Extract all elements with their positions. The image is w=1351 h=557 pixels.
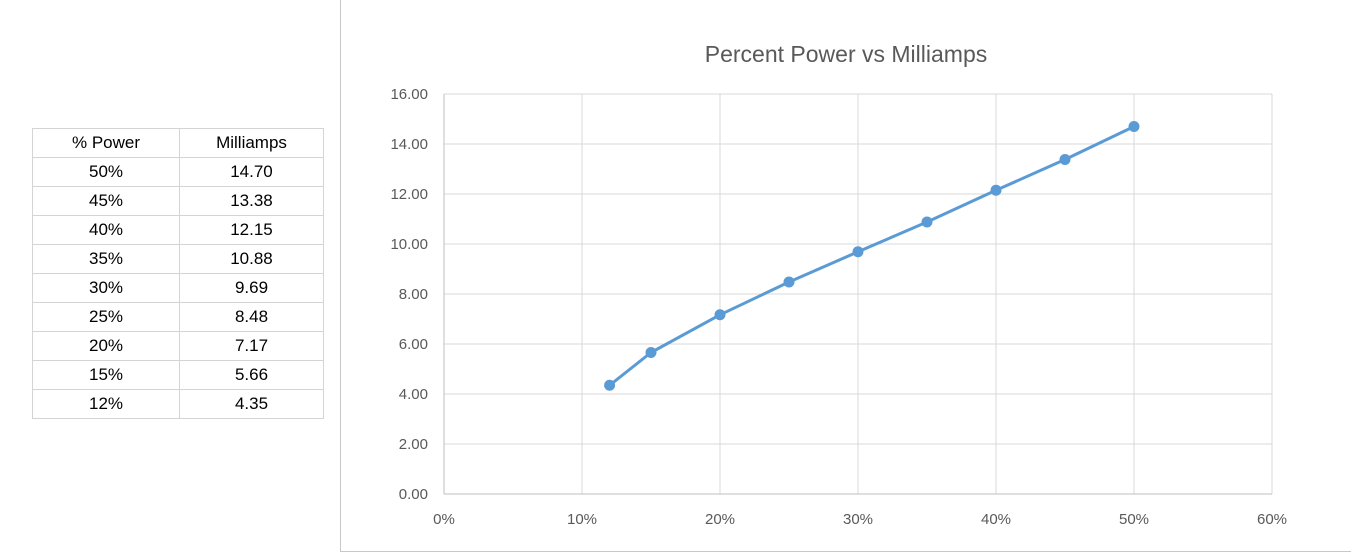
series-layer (604, 121, 1140, 391)
power-cell: 40% (32, 215, 180, 245)
y-tick-label: 4.00 (399, 386, 428, 403)
y-tick-label: 2.00 (399, 436, 428, 453)
x-tick-label: 60% (1257, 511, 1287, 528)
data-point (921, 216, 933, 228)
table-row: 20% 7.17 (32, 331, 324, 361)
power-cell: 12% (32, 389, 180, 419)
power-cell: 25% (32, 302, 180, 332)
table-row: 45% 13.38 (32, 186, 324, 216)
y-tick-label: 16.00 (390, 86, 428, 103)
power-cell: 50% (32, 157, 180, 187)
data-point (783, 276, 795, 288)
table-row: 15% 5.66 (32, 360, 324, 390)
y-tick-label: 10.00 (390, 236, 428, 253)
data-point (990, 184, 1002, 196)
data-point (1059, 154, 1071, 165)
power-cell: 45% (32, 186, 180, 216)
power-cell: 35% (32, 244, 180, 274)
y-tick-label: 12.00 (390, 186, 428, 203)
milliamps-cell: 14.70 (179, 157, 324, 187)
column-header-milliamps: Milliamps (179, 128, 324, 158)
data-point (714, 309, 726, 321)
data-table: % Power Milliamps 50% 14.70 45% 13.38 40% 1… (32, 128, 324, 419)
chart-title: Percent Power vs Milliamps (705, 41, 987, 67)
table-row: 25% 8.48 (32, 302, 324, 332)
milliamps-cell: 5.66 (179, 360, 324, 390)
power-cell: 30% (32, 273, 180, 303)
line-chart: Percent Power vs Milliamps 0.00 2.00 4.00 6… (390, 41, 1287, 528)
milliamps-cell: 9.69 (179, 273, 324, 303)
column-header-power: % Power (32, 128, 180, 158)
power-cell: 15% (32, 360, 180, 390)
x-tick-label: 0% (433, 511, 455, 528)
table-row: 30% 9.69 (32, 273, 324, 303)
data-point (645, 347, 657, 358)
x-tick-label: 50% (1119, 511, 1149, 528)
x-tick-label: 30% (843, 511, 873, 528)
data-point (852, 246, 864, 258)
y-tick-label: 14.00 (390, 136, 428, 153)
gridlines (444, 93, 1273, 494)
data-point (1128, 121, 1140, 132)
milliamps-cell: 10.88 (179, 244, 324, 274)
y-tick-label: 6.00 (399, 336, 428, 353)
milliamps-cell: 12.15 (179, 215, 324, 245)
table-row: 12% 4.35 (32, 389, 324, 419)
table-row: 50% 14.70 (32, 157, 324, 187)
table-header-row: % Power Milliamps (32, 128, 324, 158)
chart-area[interactable]: Percent Power vs Milliamps 0.00 2.00 4.00 6… (340, 0, 1351, 552)
milliamps-cell: 4.35 (179, 389, 324, 419)
y-tick-label: 8.00 (399, 286, 428, 303)
table-row: 35% 10.88 (32, 244, 324, 274)
milliamps-cell: 8.48 (179, 302, 324, 332)
tick-labels: 0.00 2.00 4.00 6.00 8.00 10.00 12.00 14.00 16.00… (390, 86, 1287, 528)
table-row: 40% 12.15 (32, 215, 324, 245)
series-line (608, 125, 1136, 387)
y-tick-label: 0.00 (399, 486, 428, 503)
power-cell: 20% (32, 331, 180, 361)
x-tick-label: 40% (981, 511, 1011, 528)
data-point (604, 379, 616, 391)
x-tick-label: 10% (567, 511, 597, 528)
axes (443, 94, 1272, 495)
milliamps-cell: 13.38 (179, 186, 324, 216)
x-tick-label: 20% (705, 511, 735, 528)
milliamps-cell: 7.17 (179, 331, 324, 361)
